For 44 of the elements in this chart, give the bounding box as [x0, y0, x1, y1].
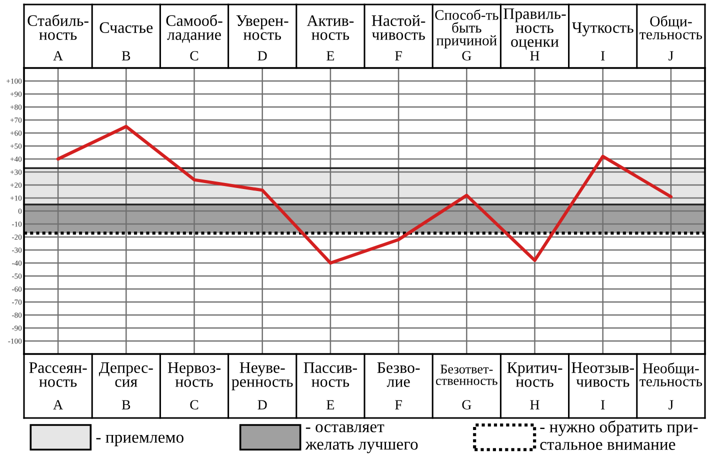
legend-label: - нужно обратить при- стальное внимание: [540, 420, 698, 450]
x-tick-label: I: [601, 51, 605, 60]
text: Неотзыв- чивость: [572, 362, 634, 387]
text: Общи- тельность: [640, 16, 702, 40]
line-series: [56, 124, 673, 265]
x-tick-label: H: [530, 51, 540, 60]
text: Депрес- сия: [98, 362, 153, 387]
x-tick-label: A: [53, 51, 63, 60]
category-label: A: [53, 400, 63, 410]
x-tick-label: C: [190, 51, 198, 60]
text: Правиль- ность оценки: [504, 8, 566, 50]
text: Безво- лие: [377, 362, 420, 387]
category-label: G: [462, 400, 472, 410]
text: Счастье: [100, 22, 153, 33]
text: Необщи- тельность: [640, 362, 702, 386]
text: Безответ- ственность: [436, 364, 498, 386]
text: Нервоз- ность: [168, 362, 221, 387]
text: Актив- ность: [306, 15, 354, 40]
category-label: H: [530, 400, 540, 410]
category-label: C: [190, 400, 198, 410]
x-tick-label: E: [326, 51, 334, 60]
x-tick-label: G: [462, 51, 472, 60]
text: Стабиль- ность: [28, 14, 88, 40]
category-label: B: [122, 400, 130, 410]
category-label: J: [668, 400, 674, 410]
x-tick-label: F: [395, 51, 402, 60]
category-label: E: [326, 400, 334, 410]
text: Критич- ность: [507, 362, 562, 387]
text: Пассив- ность: [304, 362, 357, 387]
x-tick-label: B: [122, 51, 130, 60]
legend-label: - оставляет желать лучшего: [305, 424, 418, 454]
text: Рассеян- ность: [29, 362, 87, 387]
x-tick-label: J: [668, 51, 674, 60]
x-tick-label: D: [258, 51, 267, 60]
text: Чуткость: [572, 22, 634, 36]
text: Самооб- ладание: [166, 14, 222, 43]
category-label: F: [395, 400, 402, 410]
text: Способ-ть быть причиной: [435, 9, 498, 48]
category-label: I: [601, 400, 605, 410]
text: Уверен- ность: [236, 15, 288, 40]
text: Настой- чивость: [372, 14, 426, 40]
legend-label: - приемлемо: [96, 434, 184, 446]
text: Неуве- ренность: [232, 362, 293, 390]
category-label: D: [258, 400, 267, 410]
